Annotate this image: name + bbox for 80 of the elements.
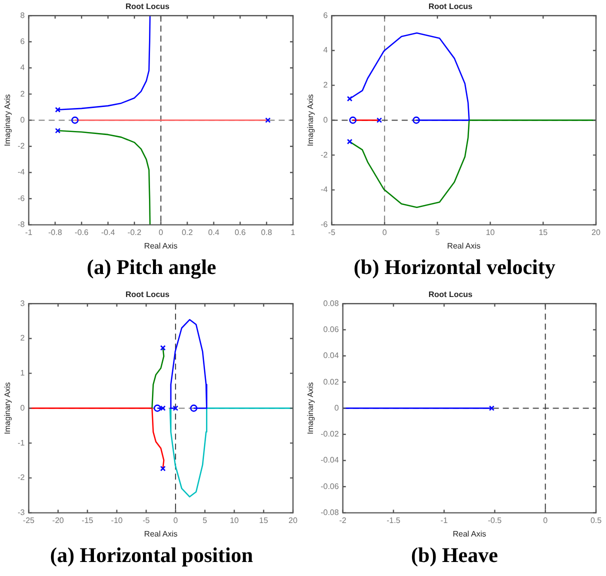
y-tick-label: -4	[18, 168, 26, 177]
x-tick-label: 1	[290, 228, 296, 237]
y-tick-label: 6	[323, 10, 328, 20]
y-tick-label: 8	[20, 10, 26, 20]
y-tick-label: -3	[18, 508, 26, 518]
y-tick-label: 2	[20, 334, 26, 343]
y-tick-label: -2	[320, 150, 328, 160]
y-tick-label: 4	[20, 63, 26, 72]
x-tick-label: 20	[592, 228, 601, 237]
x-tick-label: 15	[259, 516, 269, 525]
y-axis-title: Imaginary Axis	[306, 94, 316, 146]
text: (a) Pitch angle	[86, 254, 218, 281]
x-tick-label: -0.4	[101, 228, 116, 237]
x-tick-label: -0.5	[488, 516, 502, 525]
x-axis-title: Real Axis	[144, 529, 178, 538]
x-tick-label: 0.5	[590, 516, 602, 525]
y-tick-label: 0.04	[323, 351, 340, 360]
x-tick-label: -0.8	[48, 228, 63, 237]
y-tick-label: -0.08	[320, 508, 340, 518]
x-tick-label: 10	[230, 516, 240, 525]
x-tick-label: 5	[435, 228, 440, 237]
y-tick-label: 2	[20, 89, 26, 98]
x-tick-label: -10	[111, 516, 124, 525]
y-tick-label: 6	[20, 36, 26, 46]
x-tick-label: 0.4	[208, 228, 220, 237]
x-tick-label: -15	[82, 516, 94, 525]
x-tick-label: 0.2	[182, 228, 194, 237]
chart-title: Root Locus	[428, 290, 474, 300]
y-tick-label: -2	[18, 142, 26, 151]
y-axis-title: Imaginary Axis	[3, 94, 12, 146]
y-axis-title: Imaginary Axis	[306, 382, 316, 434]
x-tick-label: 0.6	[234, 228, 246, 237]
x-axis-title: Real Axis	[144, 241, 178, 250]
x-tick-label: -2	[339, 516, 347, 525]
y-tick-label: -6	[320, 220, 328, 230]
y-tick-label: 1	[20, 368, 26, 378]
y-tick-label: 4	[323, 46, 328, 55]
x-tick-label: -1.5	[386, 516, 401, 525]
x-tick-label: -20	[52, 516, 64, 525]
y-tick-label: 0.06	[323, 324, 340, 334]
y-tick-label: -0.02	[320, 430, 340, 439]
chart-title: Root Locus	[428, 2, 474, 12]
x-tick-label: 0.8	[261, 228, 273, 237]
x-tick-label: -5	[142, 516, 150, 525]
x-tick-label: 10	[486, 228, 496, 237]
y-tick-label: 0	[334, 403, 340, 412]
x-axis-title: Real Axis	[447, 241, 481, 250]
x-tick-label: -5	[328, 228, 336, 237]
y-tick-label: -8	[18, 220, 26, 230]
y-tick-label: 0.02	[323, 377, 340, 386]
text: (b) Horizontal velocity	[352, 254, 556, 281]
y-tick-label: -2	[18, 473, 26, 482]
x-tick-label: 0	[173, 516, 178, 525]
x-tick-label: -0.2	[128, 228, 142, 237]
y-tick-label: 0	[323, 115, 328, 124]
y-tick-label: 0	[20, 115, 26, 124]
y-tick-label: 3	[20, 298, 26, 308]
text: (a) Horizontal position	[49, 542, 254, 569]
x-tick-label: 0	[543, 516, 548, 525]
x-axis-title: Real Axis	[452, 529, 486, 538]
y-tick-label: -4	[320, 185, 328, 194]
chart-title: Root Locus	[126, 2, 170, 12]
x-tick-label: -25	[22, 516, 36, 525]
y-tick-label: 0	[20, 403, 26, 412]
chart-title: Root Locus	[126, 290, 170, 300]
y-tick-label: -1	[18, 438, 26, 448]
x-tick-label: 0	[158, 228, 164, 237]
x-tick-label: 5	[202, 516, 208, 525]
y-tick-label: -0.06	[320, 482, 340, 491]
x-tick-label: 20	[288, 516, 298, 525]
y-tick-label: 0.08	[323, 298, 340, 308]
text: (b) Heave	[410, 542, 499, 569]
y-tick-label: 2	[323, 80, 328, 90]
y-axis-title: Imaginary Axis	[3, 382, 12, 434]
x-tick-label: 0	[382, 228, 388, 237]
y-tick-label: -0.04	[320, 456, 340, 465]
x-tick-label: -0.6	[74, 228, 90, 237]
x-tick-label: -1	[440, 516, 448, 525]
y-tick-label: -6	[18, 194, 26, 203]
x-tick-label: 15	[538, 228, 548, 237]
